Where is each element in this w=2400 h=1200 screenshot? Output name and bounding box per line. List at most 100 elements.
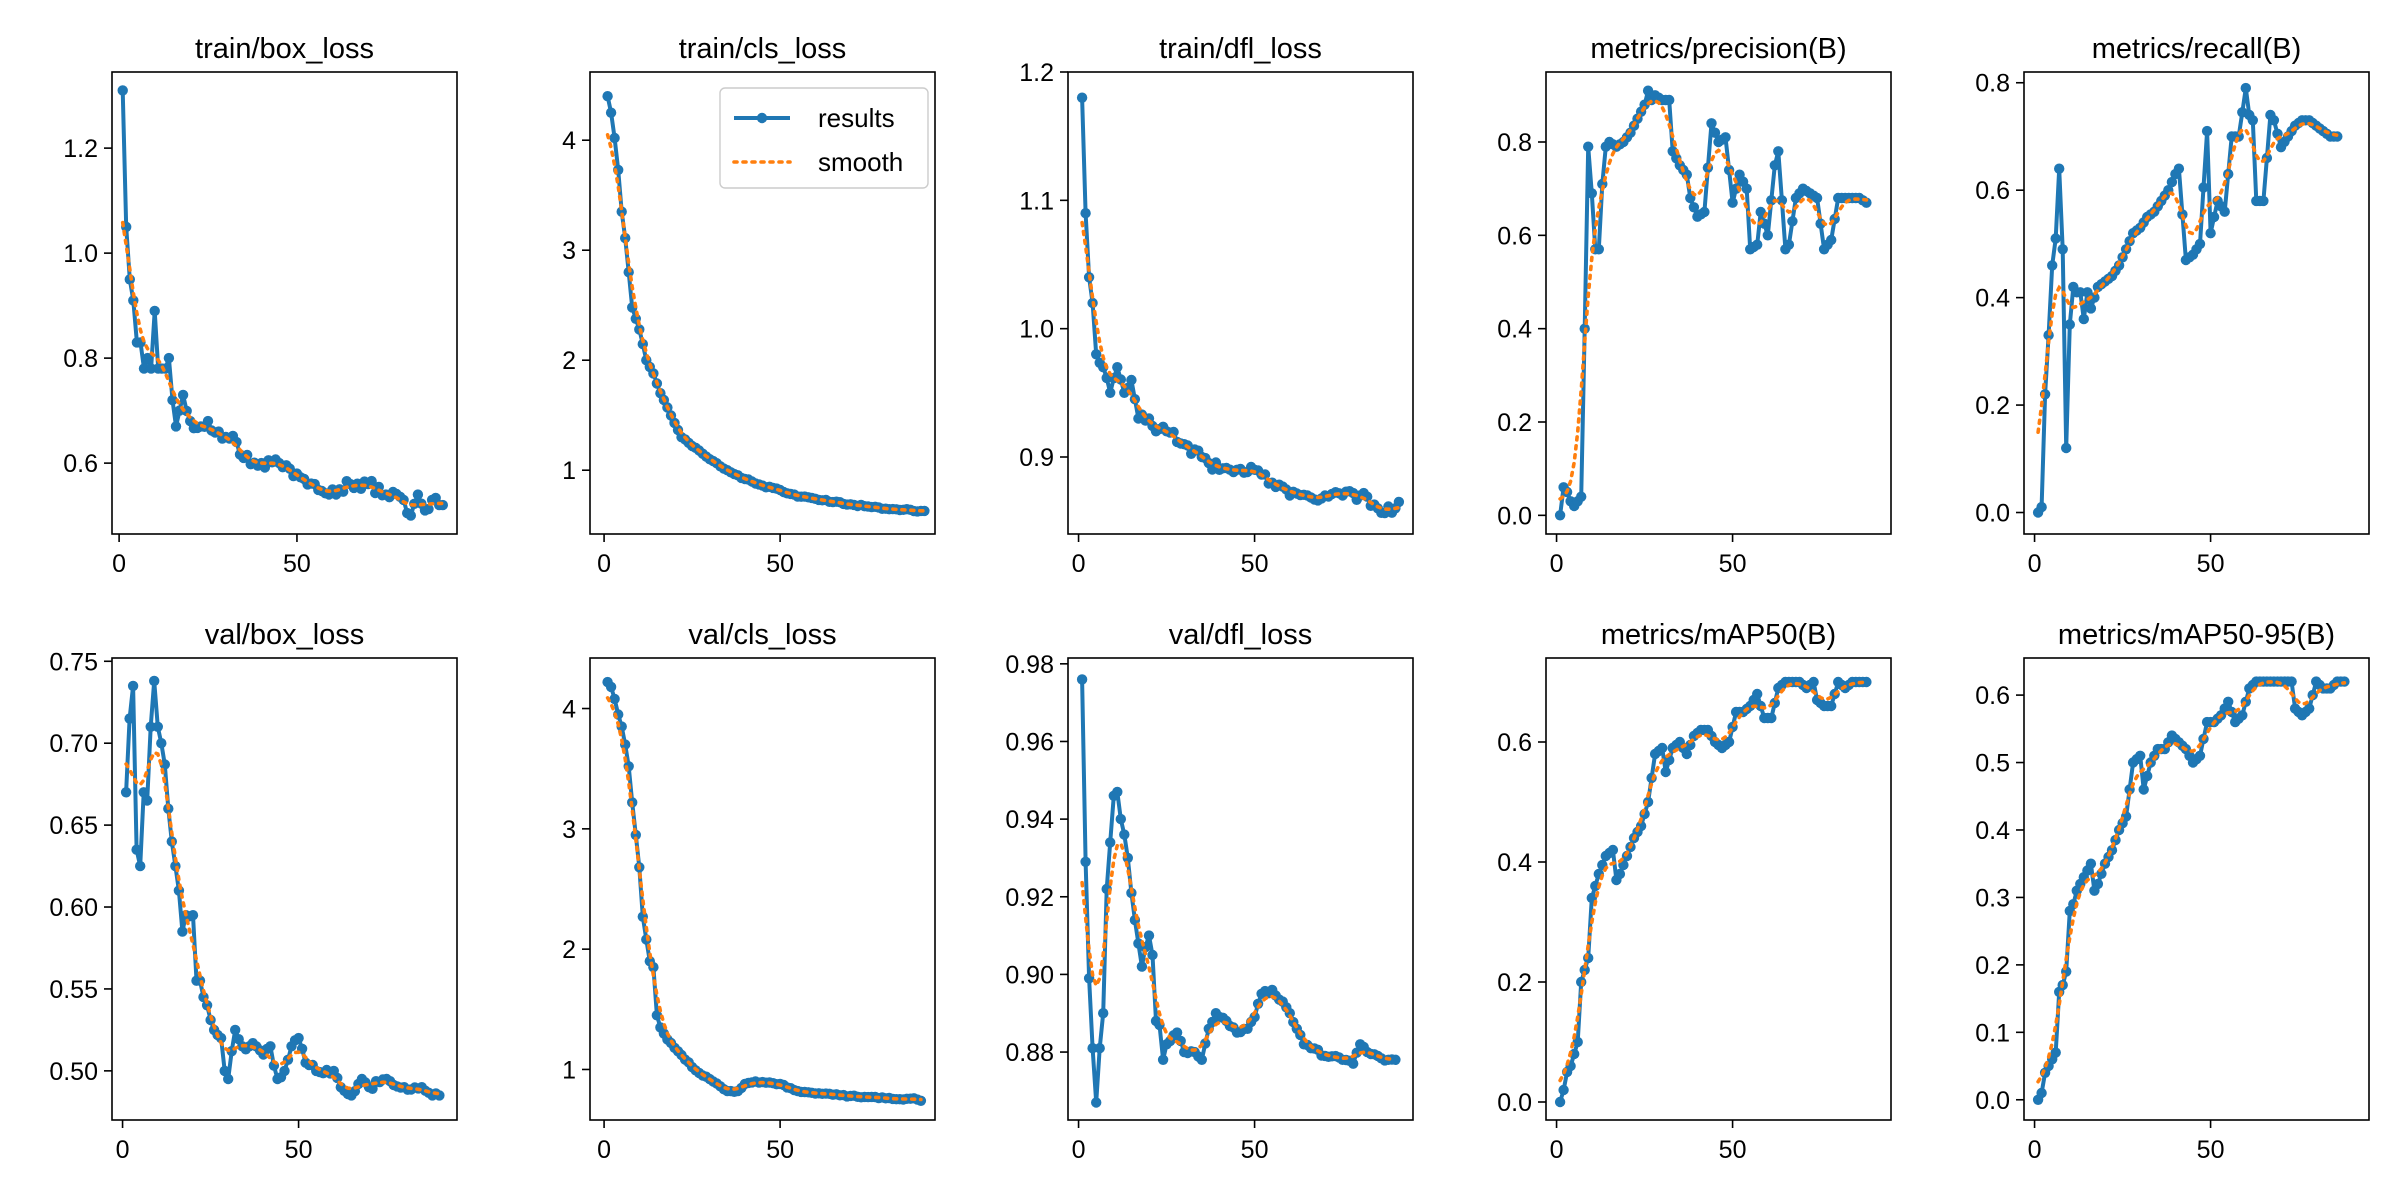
data-point — [2223, 696, 2234, 707]
data-point — [1076, 92, 1088, 103]
legend-label-smooth: smooth — [818, 147, 903, 177]
data-point — [1348, 1058, 1359, 1069]
y-tick-label: 0.0 — [1975, 1087, 2010, 1115]
data-point — [1741, 183, 1752, 194]
chart-panel: val/cls_loss 1 2 3 4 0 50 — [562, 619, 936, 1164]
data-point — [2135, 750, 2146, 761]
legend-label-results: results — [818, 103, 895, 133]
plot-frame — [2023, 657, 2370, 1121]
data-point — [1607, 844, 1619, 856]
data-point — [2047, 260, 2058, 271]
data-point — [142, 795, 153, 806]
data-point — [1080, 856, 1091, 867]
y-tick-label: 0.92 — [1005, 884, 1054, 912]
plot-frame — [1067, 657, 1414, 1121]
y-tick-label: 0.8 — [1497, 129, 1532, 157]
data-point — [1558, 1084, 1569, 1096]
data-point — [1720, 132, 1731, 143]
data-point — [149, 305, 160, 317]
data-point — [131, 844, 142, 855]
x-tick-label: 0 — [112, 550, 126, 578]
chart-panel: metrics/mAP50-95(B) 0.0 0.1 0.2 0.3 0.4 0.5 0.6… — [1975, 619, 2370, 1164]
plot-frame — [589, 71, 936, 535]
data-point — [202, 415, 214, 427]
chart-panel: metrics/recall(B) 0.0 0.2 0.4 0.6 0.8 0 50 — [1975, 33, 2370, 578]
y-tick-label: 0.55 — [49, 976, 98, 1004]
y-tick-label: 0.0 — [1497, 502, 1532, 530]
data-point — [2194, 238, 2206, 250]
data-point — [1576, 491, 1587, 502]
x-tick-label: 0 — [2028, 550, 2042, 578]
chart-panel: metrics/mAP50(B) 0.0 0.2 0.4 0.6 0 50 — [1497, 619, 1892, 1164]
data-point — [2054, 163, 2065, 174]
data-point — [2036, 1087, 2047, 1099]
chart-title: val/dfl_loss — [1169, 619, 1312, 651]
y-tick-label: 0.50 — [49, 1058, 98, 1086]
data-point — [1706, 118, 1717, 129]
data-point — [1723, 736, 1735, 748]
data-point — [124, 713, 135, 724]
chart-panel: train/box_loss 0.6 0.8 1.0 1.2 0 50 — [63, 33, 458, 578]
series-line-smooth — [124, 750, 442, 1096]
data-point — [1143, 930, 1155, 941]
data-point — [1586, 188, 1598, 199]
data-point — [1808, 676, 1819, 688]
data-point — [149, 675, 160, 687]
y-tick-label: 0.75 — [49, 648, 98, 676]
data-point — [620, 232, 631, 244]
series-line-smooth — [1558, 99, 1869, 501]
y-tick-label: 0.2 — [1497, 409, 1532, 437]
y-tick-label: 1.2 — [1019, 59, 1054, 87]
data-point — [1787, 216, 1798, 227]
data-point — [1126, 374, 1137, 386]
data-point — [117, 85, 128, 96]
y-tick-label: 0.6 — [1975, 682, 2010, 710]
data-point — [2201, 125, 2213, 137]
series-line-smooth — [2036, 121, 2340, 434]
x-tick-label: 0 — [597, 550, 611, 578]
data-point — [1826, 700, 1837, 712]
data-point — [1554, 510, 1566, 521]
series-line-results — [124, 678, 441, 1098]
y-tick-label: 0.0 — [1497, 1089, 1532, 1117]
y-tick-label: 0.0 — [1975, 500, 2010, 528]
series-line-smooth — [1080, 841, 1398, 1062]
data-point — [2166, 176, 2178, 188]
plot-frame — [1067, 71, 1414, 535]
data-point — [2138, 784, 2149, 795]
data-point — [605, 681, 617, 693]
data-point — [1583, 141, 1594, 152]
data-point — [1664, 94, 1675, 106]
data-point — [2173, 163, 2185, 174]
y-tick-label: 1.2 — [63, 135, 98, 163]
data-point — [1590, 880, 1601, 892]
data-point — [2198, 182, 2209, 193]
series-line-smooth — [1558, 680, 1869, 1083]
data-point — [1196, 1054, 1208, 1066]
data-point — [1579, 964, 1590, 976]
data-point — [1393, 496, 1405, 508]
y-tick-label: 0.2 — [1975, 392, 2010, 420]
data-point — [2258, 195, 2269, 207]
data-point — [1157, 1054, 1169, 1066]
y-tick-label: 3 — [562, 237, 576, 265]
y-tick-label: 0.2 — [1975, 952, 2010, 980]
y-tick-label: 0.4 — [1975, 285, 2010, 313]
data-point — [1773, 146, 1784, 157]
x-tick-label: 0 — [116, 1136, 130, 1164]
data-point — [1098, 1008, 1109, 1019]
data-point — [1766, 712, 1777, 724]
data-point — [1094, 1043, 1105, 1054]
legend: results smooth — [719, 87, 929, 189]
data-point — [609, 132, 620, 144]
data-point — [1147, 949, 1158, 961]
x-tick-label: 50 — [1241, 550, 1269, 578]
series-line-smooth — [2036, 680, 2347, 1084]
x-tick-label: 50 — [1719, 1136, 1747, 1164]
data-point — [2142, 770, 2153, 782]
y-tick-label: 1.0 — [63, 240, 98, 268]
y-tick-label: 0.4 — [1497, 316, 1532, 344]
y-tick-label: 0.70 — [49, 730, 98, 758]
data-point — [2268, 115, 2280, 126]
series-line-results — [605, 680, 922, 1103]
